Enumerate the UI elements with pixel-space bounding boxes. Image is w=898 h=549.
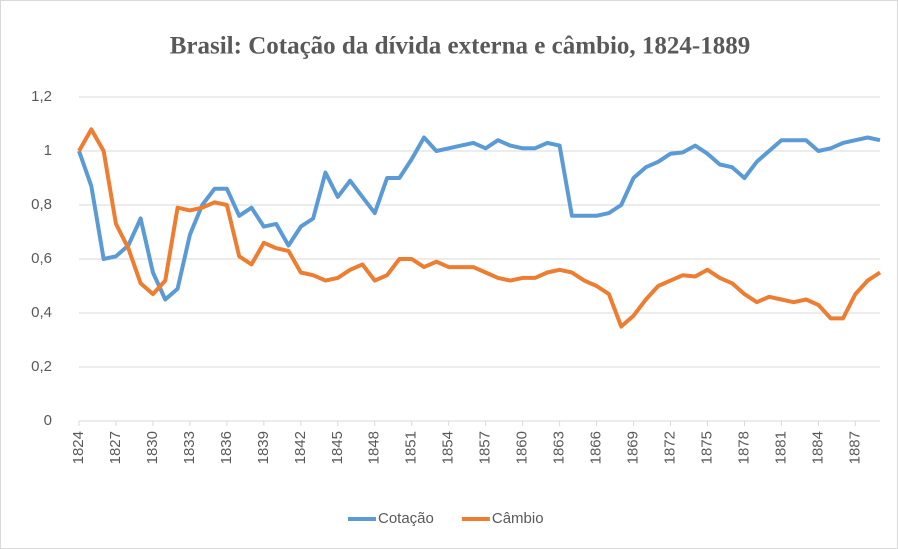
y-tick-label: 1 [44,142,52,159]
y-tick-label: 0 [44,412,52,429]
x-tick-label: 1854 [440,431,457,464]
x-tick-label: 1827 [107,431,124,464]
x-tick-label: 1878 [735,431,752,464]
x-tick-label: 1866 [588,431,605,464]
y-tick-label: 1,2 [31,88,52,105]
series-line [77,127,882,329]
x-tick-label: 1839 [255,431,272,464]
legend-label: Cotação [378,510,434,527]
x-tick-label: 1863 [551,431,568,464]
y-tick-label: 0,8 [31,196,52,213]
series-line [77,135,881,302]
x-tick-label: 1872 [661,431,678,464]
x-tick-label: 1869 [625,431,642,464]
x-tick-label: 1833 [181,431,198,464]
x-tick-label: 1824 [70,431,87,464]
y-tick-label: 0,4 [31,304,52,321]
x-tick-label: 1857 [477,431,494,464]
legend-label: Câmbio [492,510,544,527]
x-tick-label: 1860 [514,431,531,464]
y-tick-label: 0,6 [31,250,52,267]
x-tick-label: 1875 [698,431,715,464]
x-tick-label: 1845 [329,431,346,464]
x-tick-label: 1851 [403,431,420,464]
x-tick-label: 1887 [846,431,863,464]
x-tick-label: 1884 [809,431,826,464]
x-tick-label: 1830 [144,431,161,464]
y-tick-label: 0,2 [31,358,52,375]
chart-title: Brasil: Cotação da dívida externa e câmb… [170,33,751,60]
x-tick-label: 1881 [772,431,789,464]
x-tick-label: 1836 [218,431,235,464]
x-tick-label: 1848 [366,431,383,464]
x-tick-label: 1842 [292,431,309,464]
